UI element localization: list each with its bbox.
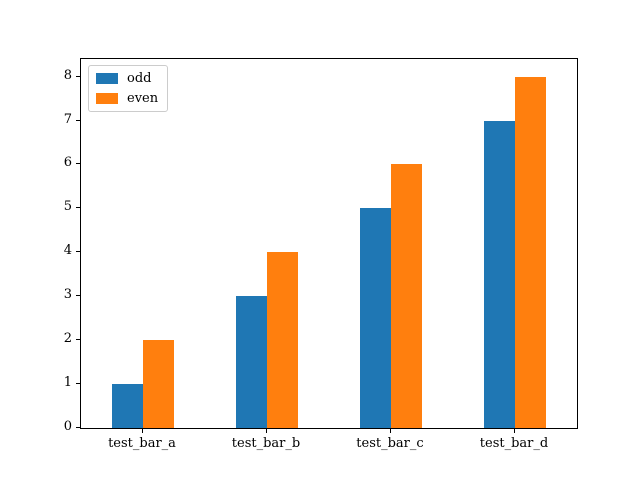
y-tick-mark	[76, 383, 80, 385]
y-tick-mark	[76, 295, 80, 297]
y-tick-label: 7	[63, 111, 72, 127]
bar-odd-test_bar_c	[360, 208, 391, 428]
x-tick-mark	[142, 429, 143, 433]
y-tick-mark	[76, 163, 80, 165]
bar-odd-test_bar_b	[236, 296, 267, 428]
bar-odd-test_bar_d	[484, 120, 515, 428]
y-tick-label: 1	[63, 375, 72, 391]
y-tick-label: 3	[63, 287, 72, 303]
y-tick-label: 4	[63, 243, 72, 259]
y-tick-mark	[76, 119, 80, 121]
bar-even-test_bar_d	[515, 76, 546, 428]
x-tick-mark	[266, 429, 267, 433]
y-tick-label: 2	[63, 331, 72, 347]
y-tick-label: 0	[63, 419, 72, 434]
legend-swatch-even-icon	[96, 93, 118, 104]
legend: odd even	[88, 65, 169, 112]
y-tick-label: 8	[63, 67, 72, 83]
legend-entry-odd: odd	[96, 71, 158, 86]
bar-even-test_bar_c	[391, 164, 422, 428]
y-tick-mark	[76, 251, 80, 253]
legend-label-even: even	[127, 91, 159, 106]
y-tick-mark	[76, 207, 80, 209]
x-tick-mark	[514, 429, 515, 433]
legend-entry-even: even	[96, 91, 158, 106]
legend-label-odd: odd	[127, 71, 152, 86]
bar-even-test_bar_a	[143, 340, 174, 428]
x-tick-label-test_bar_d: test_bar_d	[479, 436, 549, 451]
y-tick-mark	[76, 75, 80, 77]
legend-swatch-odd-icon	[96, 73, 118, 84]
y-tick-label: 6	[63, 155, 72, 171]
y-tick-label: 5	[63, 199, 72, 215]
x-tick-label-test_bar_b: test_bar_b	[231, 436, 301, 451]
x-tick-mark	[390, 429, 391, 433]
y-tick-mark	[76, 427, 80, 428]
plot-area: odd even	[80, 58, 578, 429]
x-tick-label-test_bar_a: test_bar_a	[108, 436, 176, 451]
bar-odd-test_bar_a	[112, 384, 143, 428]
y-tick-mark	[76, 339, 80, 341]
bar-even-test_bar_b	[267, 252, 298, 428]
x-tick-label-test_bar_c: test_bar_c	[356, 436, 424, 451]
